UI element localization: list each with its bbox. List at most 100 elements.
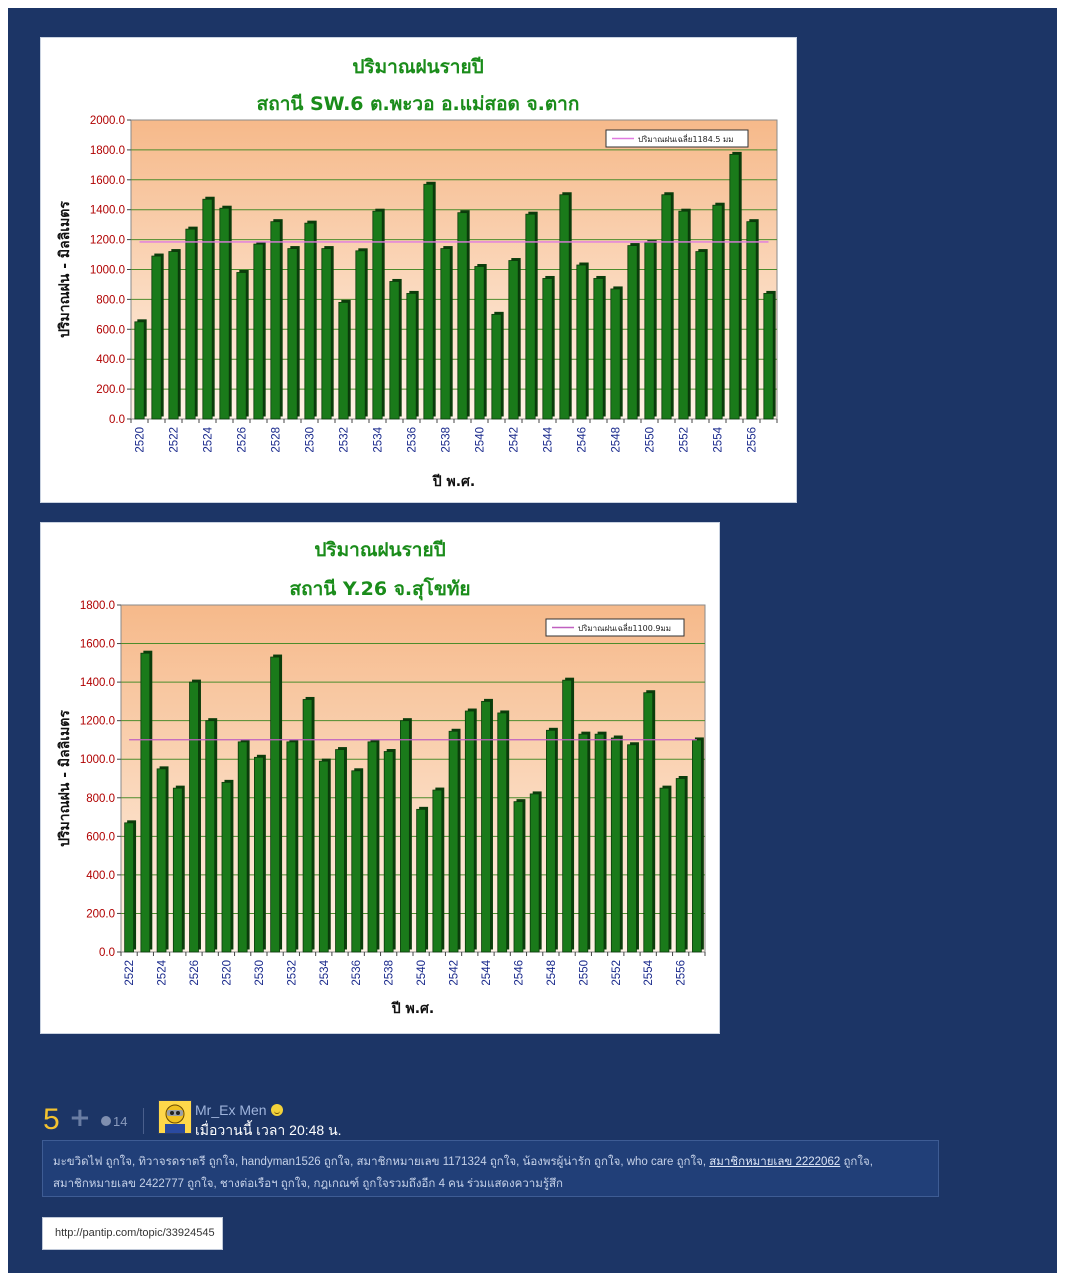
bar (627, 744, 637, 953)
chart-title: ปริมาณฝนรายปี (314, 539, 445, 561)
bar (287, 248, 298, 420)
x-tick-label: 2550 (578, 960, 590, 986)
username[interactable]: Mr_Ex Men (195, 1102, 267, 1118)
y-axis-label: ปริมาณฝน - มิลลิเมตร (57, 201, 73, 338)
y-tick-label: 800.0 (96, 294, 125, 306)
x-tick-label: 2526 (237, 427, 249, 453)
x-tick-label: 2534 (319, 959, 331, 985)
bar (695, 251, 706, 420)
bar (416, 808, 426, 953)
x-tick-label: 2552 (611, 960, 623, 986)
bar (335, 749, 345, 953)
bar (151, 255, 162, 420)
bar (219, 207, 230, 420)
rainfall-chart-y26: ปริมาณฝนรายปี สถานี Y.26 จ.สุโขทัย 0.0 200.… (40, 522, 720, 1034)
bar (643, 692, 654, 953)
x-tick-label: 2556 (747, 427, 759, 453)
legend-label: ปริมาณฝนเฉลี่ย1184.5 มม (638, 133, 734, 144)
bar (383, 751, 394, 953)
bar (432, 789, 443, 953)
x-tick-label: 2546 (513, 960, 525, 986)
x-tick-label: 2538 (384, 960, 396, 986)
bar (221, 781, 232, 953)
bar (746, 221, 757, 420)
x-tick-label: 2532 (339, 427, 351, 453)
bar (318, 760, 329, 953)
chart-subtitle: สถานี SW.6 ต.พะวอ อ.แม่สอด จ.ตาก (257, 93, 580, 115)
bar (134, 321, 145, 420)
bar (659, 787, 670, 953)
bar (205, 720, 216, 953)
x-tick-label: 2524 (157, 959, 169, 985)
bar (678, 210, 689, 420)
x-axis-label: ปี พ.ศ. (390, 1001, 434, 1017)
chart-svg-sw6: ปริมาณฝนรายปีสถานี SW.6 ต.พะวอ อ.แม่สอด … (57, 56, 778, 490)
x-tick-label: 2532 (286, 960, 298, 986)
x-tick-label: 2522 (124, 960, 136, 986)
bar (321, 248, 332, 420)
bar (491, 313, 502, 420)
bar (351, 770, 362, 953)
bar (497, 712, 508, 953)
y-tick-label: 200.0 (96, 384, 125, 396)
bar (457, 212, 468, 420)
y-tick-label: 1800.0 (80, 600, 115, 612)
x-tick-label: 2554 (713, 426, 725, 452)
y-tick-label: 1400.0 (90, 205, 125, 217)
bar (185, 228, 196, 420)
bar (562, 679, 572, 953)
divider (143, 1108, 144, 1134)
bar (593, 278, 604, 420)
y-tick-label: 1000.0 (80, 754, 115, 766)
legend: ปริมาณฝนเฉลี่ย1100.9มม (545, 618, 685, 637)
y-tick-label: 1200.0 (90, 235, 125, 247)
y-tick-label: 1600.0 (90, 175, 125, 187)
x-tick-label: 2542 (509, 427, 521, 453)
bar (610, 288, 621, 420)
legend-box (545, 618, 685, 637)
bar (270, 221, 281, 420)
x-tick-label: 2544 (481, 959, 493, 985)
likes-line-2: สมาชิกหมายเลข 2422777 ถูกใจ, ชางต่อเรือฯ… (53, 1178, 563, 1190)
y-tick-label: 0.0 (99, 947, 115, 959)
bar (542, 278, 553, 420)
avatar-image (159, 1101, 191, 1133)
member-link[interactable]: สมาชิกหมายเลข 2222062 (709, 1156, 841, 1168)
bar (627, 245, 638, 420)
avatar[interactable] (158, 1100, 192, 1134)
x-tick-label: 2536 (407, 427, 419, 453)
bar (400, 720, 410, 953)
y-tick-label: 1200.0 (80, 716, 115, 728)
comment-icon (101, 1116, 111, 1126)
x-tick-label: 2544 (543, 426, 555, 452)
bar (237, 741, 248, 953)
x-tick-label: 2534 (373, 426, 385, 452)
chart-svg-y26: ปริมาณฝนรายปีสถานี Y.26 จ.สุโขทัย 0.0 200.… (57, 539, 706, 1017)
y-tick-label: 600.0 (86, 831, 115, 843)
bar (286, 741, 297, 953)
vote-count: 5 (43, 1103, 60, 1136)
permalink-url[interactable]: http://pantip.com/topic/33924545 (42, 1217, 223, 1250)
username-link[interactable]: Mr_Ex Men (195, 1102, 283, 1118)
bar (559, 194, 570, 420)
chart-title: ปริมาณฝนรายปี (352, 56, 483, 78)
bar (529, 793, 540, 953)
bar (367, 741, 378, 953)
y-tick-label: 1000.0 (90, 265, 125, 277)
x-tick-label: 2530 (305, 427, 317, 453)
chart-subtitle: สถานี Y.26 จ.สุโขทัย (289, 577, 470, 601)
bar (508, 260, 519, 420)
y-axis-label: ปริมาณฝน - มิลลิเมตร (57, 710, 73, 847)
bar (712, 204, 723, 420)
x-tick-label: 2542 (449, 960, 461, 986)
y-tick-label: 800.0 (86, 793, 115, 805)
bar (610, 737, 621, 953)
plot-area (120, 604, 706, 953)
x-tick-label: 2540 (475, 427, 487, 453)
x-tick-label: 2536 (351, 960, 363, 986)
y-tick-label: 2000.0 (90, 115, 125, 127)
bar (253, 243, 264, 420)
plus-icon[interactable]: + (69, 1103, 91, 1133)
bar (172, 787, 183, 953)
y-tick-label: 0.0 (109, 414, 125, 426)
